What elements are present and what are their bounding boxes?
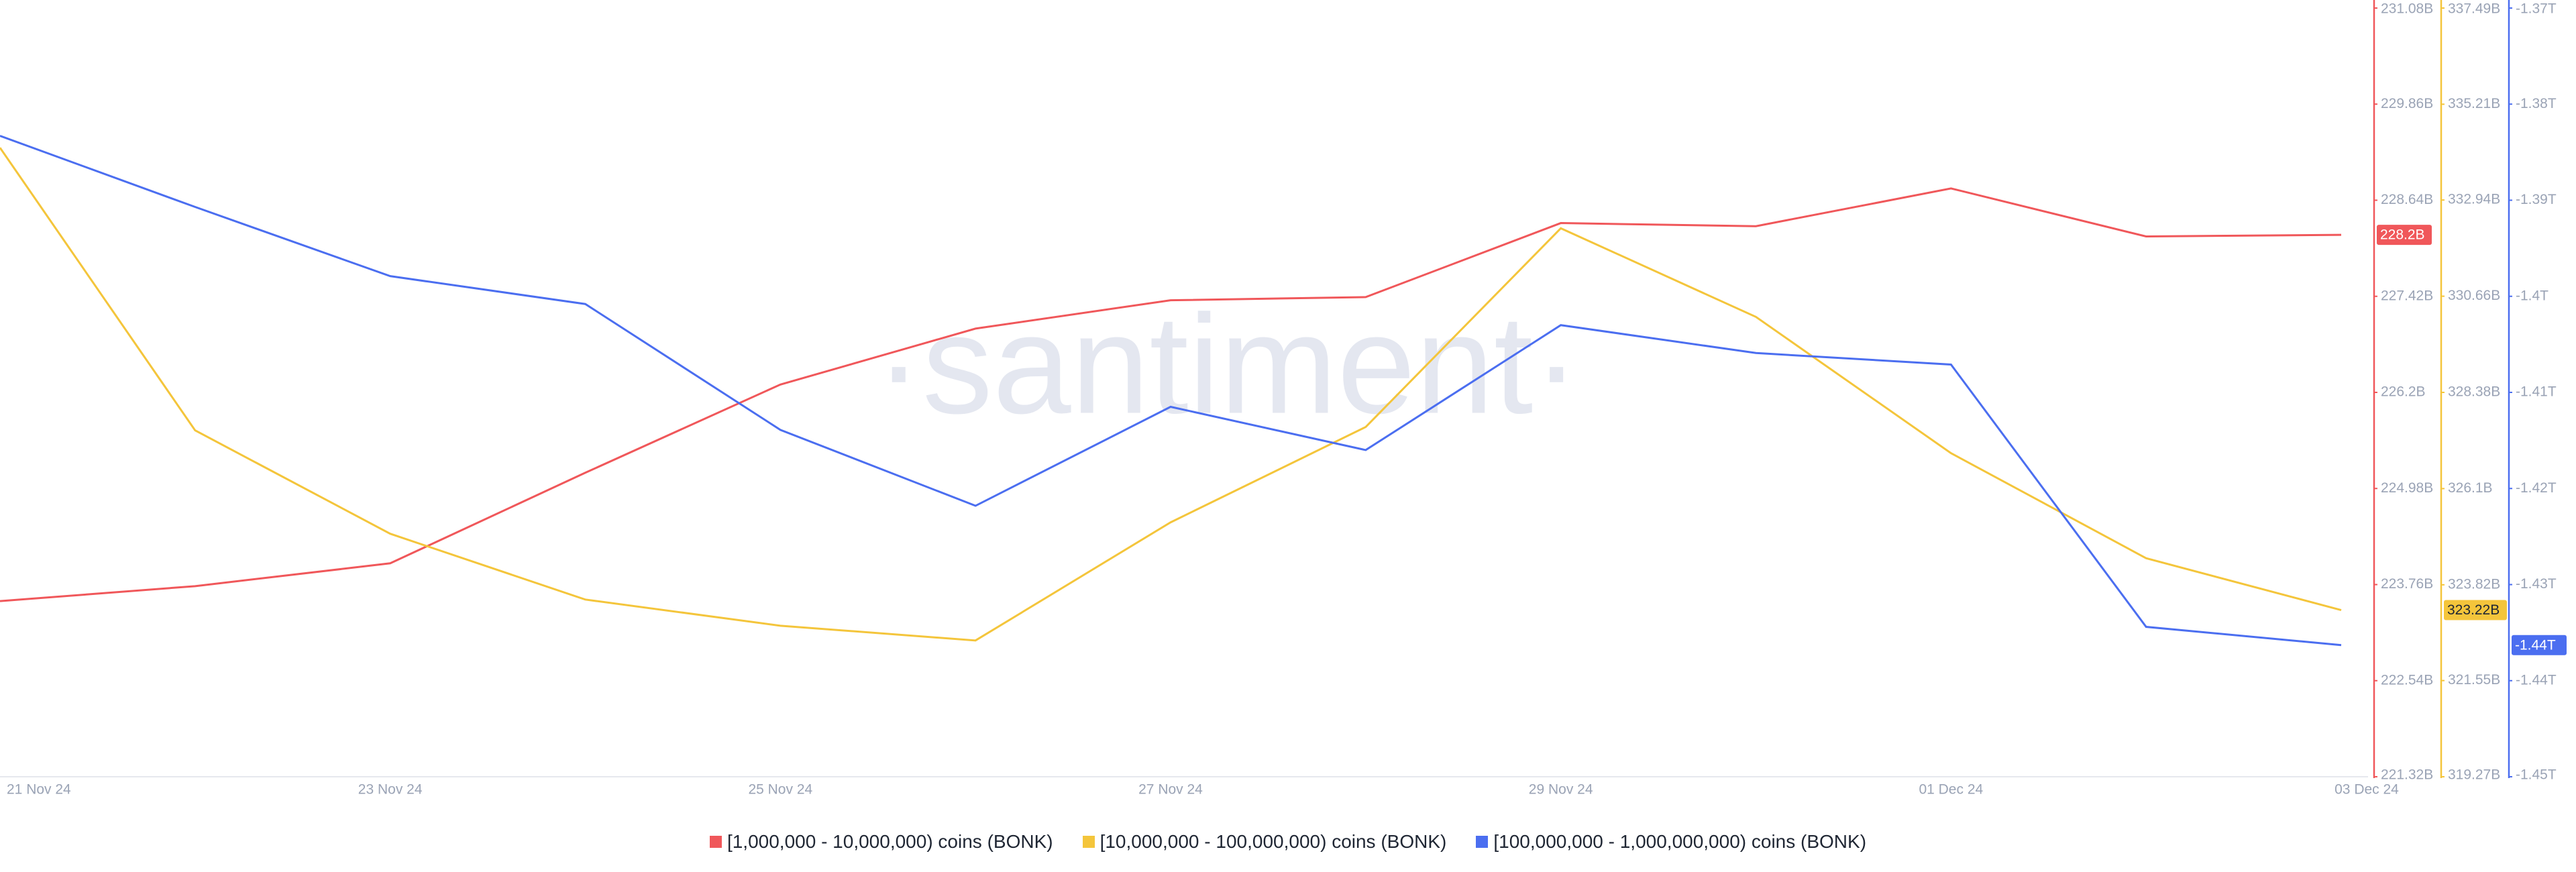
- legend-label: [1,000,000 - 10,000,000) coins (BONK): [727, 831, 1053, 852]
- last-value-badge: 323.22B: [2444, 600, 2507, 620]
- y-tick-label: -1.44T: [2516, 672, 2557, 688]
- y-tick-label: 224.98B: [2381, 480, 2433, 496]
- y-tick-label: 223.76B: [2381, 576, 2433, 592]
- y-tick-label: 231.08B: [2381, 1, 2433, 17]
- y-tick-label: -1.37T: [2516, 1, 2557, 17]
- y-tick-label: -1.41T: [2516, 384, 2557, 400]
- x-tick-label: 03 Dec 24: [2334, 782, 2399, 798]
- legend-swatch: [1476, 836, 1489, 848]
- badge-bg: [2512, 635, 2567, 655]
- last-value-badge: 228.2B: [2377, 225, 2432, 246]
- y-tick-label: 221.32B: [2381, 767, 2433, 783]
- y-tick-label: 222.54B: [2381, 672, 2433, 688]
- badge-label: 323.22B: [2447, 602, 2500, 618]
- y-tick-label: -1.43T: [2516, 576, 2557, 592]
- legend: [1,000,000 - 10,000,000) coins (BONK) [10…: [0, 812, 2576, 872]
- badge-bg: [2444, 600, 2507, 620]
- y-tick-label: -1.4T: [2516, 288, 2548, 303]
- legend-swatch: [1082, 836, 1095, 848]
- badge-bg: [2377, 225, 2432, 246]
- x-tick-label: 27 Nov 24: [1138, 782, 1203, 798]
- x-tick-label: 25 Nov 24: [748, 782, 812, 798]
- y-tick-label: 330.66B: [2448, 288, 2500, 303]
- series-line: [0, 187, 2342, 602]
- series-line: [0, 135, 2342, 647]
- y-tick-label: 321.55B: [2448, 672, 2500, 688]
- legend-item[interactable]: [1,000,000 - 10,000,000) coins (BONK): [709, 831, 1053, 853]
- legend-label: [10,000,000 - 100,000,000) coins (BONK): [1099, 831, 1447, 852]
- chart: ·santiment· 21 Nov 24 23 Nov 24 25 Nov 24 2…: [0, 0, 2567, 798]
- y-tick-label: 337.49B: [2448, 1, 2500, 17]
- legend-item[interactable]: [10,000,000 - 100,000,000) coins (BONK): [1082, 831, 1447, 853]
- y-tick-label: 319.27B: [2448, 767, 2500, 783]
- y-tick-label: -1.42T: [2516, 480, 2557, 496]
- x-tick-label: 29 Nov 24: [1529, 782, 1593, 798]
- y-tick-label: 229.86B: [2381, 96, 2433, 111]
- watermark: ·santiment·: [875, 285, 1580, 443]
- x-tick-label: 21 Nov 24: [7, 782, 71, 798]
- legend-label: [100,000,000 - 1,000,000,000) coins (BON…: [1493, 831, 1867, 852]
- legend-swatch: [709, 836, 722, 848]
- y-tick-label: 326.1B: [2448, 480, 2493, 496]
- badge-label: -1.44T: [2515, 637, 2556, 653]
- x-tick-label: 23 Nov 24: [358, 782, 423, 798]
- y-tick-label: 335.21B: [2448, 96, 2500, 111]
- y-tick-label: -1.38T: [2516, 96, 2557, 111]
- y-tick-label: 227.42B: [2381, 288, 2433, 303]
- y-tick-label: 226.2B: [2381, 384, 2426, 400]
- y-tick-label: 328.38B: [2448, 384, 2500, 400]
- x-tick-label: 01 Dec 24: [1919, 782, 1983, 798]
- y-tick-label: 228.64B: [2381, 192, 2433, 207]
- legend-item[interactable]: [100,000,000 - 1,000,000,000) coins (BON…: [1476, 831, 1866, 853]
- y-tick-label: 323.82B: [2448, 576, 2500, 592]
- badge-label: 228.2B: [2380, 227, 2425, 243]
- y-tick-label: 332.94B: [2448, 192, 2500, 207]
- y-tick-label: -1.39T: [2516, 192, 2557, 207]
- last-value-badge: -1.44T: [2512, 635, 2567, 655]
- y-tick-label: -1.45T: [2516, 767, 2557, 783]
- series-line: [0, 147, 2342, 642]
